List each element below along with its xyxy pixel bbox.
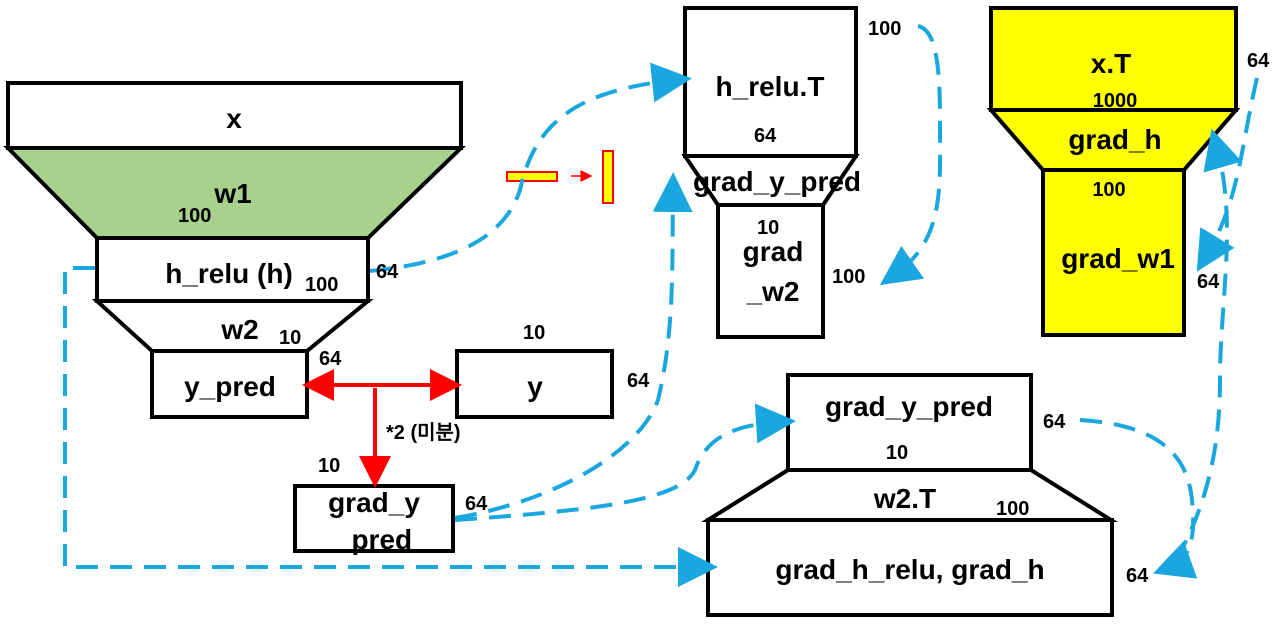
grad-w2-rows-dim: 100 bbox=[832, 266, 865, 288]
w2-T-cols-dim: 100 bbox=[996, 498, 1029, 520]
x-T-label: x.T bbox=[1091, 48, 1131, 79]
grad-w2-label-2: _w2 bbox=[746, 276, 800, 307]
x-T-cols-dim: 1000 bbox=[1093, 90, 1138, 112]
y-label: y bbox=[527, 371, 543, 402]
flow-h-relu-T-to-grad-w2 bbox=[879, 24, 943, 286]
transpose-icon bbox=[506, 150, 614, 204]
y-rows-dim: 64 bbox=[627, 370, 650, 392]
grad-left-cols-dim: 10 bbox=[318, 455, 340, 477]
grad-bottom-rows-dim: 64 bbox=[1043, 411, 1066, 433]
grad-h-relu-label: grad_h_relu, grad_h bbox=[775, 554, 1044, 585]
grad-h-relu-rows-dim: 64 bbox=[1126, 565, 1149, 587]
grad-w1-cols-dim: 100 bbox=[1092, 179, 1125, 201]
flow-h-relu-to-grad-h-relu bbox=[63, 266, 718, 587]
derivative-label: *2 (미분) bbox=[386, 421, 461, 444]
flow-grad-bottom-to-grad-h-relu bbox=[1079, 418, 1198, 579]
w1-label: w1 bbox=[213, 178, 251, 209]
grad-left-label-1: grad_y bbox=[328, 487, 420, 518]
h-relu-T-rows-dim: 100 bbox=[868, 18, 901, 40]
grad-top-label: grad_y_pred bbox=[693, 166, 861, 197]
grad-w1-box bbox=[1041, 168, 1186, 337]
flow-h-relu-to-h-relu-T bbox=[369, 62, 692, 273]
y-pred-label: y_pred bbox=[184, 371, 276, 402]
grad-w1-rows-dim: 64 bbox=[1197, 271, 1220, 293]
x-T-box bbox=[989, 6, 1238, 112]
grad-h-relu-box bbox=[706, 518, 1114, 617]
grad-bottom-label: grad_y_pred bbox=[825, 391, 993, 422]
x-box bbox=[6, 81, 463, 150]
grad-y-pred-bottom-box bbox=[786, 373, 1033, 472]
y-cols-dim: 10 bbox=[523, 322, 545, 344]
grad-w1-label: grad_w1 bbox=[1061, 243, 1175, 274]
h-relu-T-label: h_relu.T bbox=[716, 71, 825, 102]
w2-T-label: w2.T bbox=[873, 483, 936, 514]
grad-y-pred-left-box bbox=[293, 484, 455, 553]
w1-rows-dim: 100 bbox=[178, 205, 211, 227]
w2-label: w2 bbox=[220, 314, 258, 345]
h-relu-cols-dim: 100 bbox=[305, 274, 338, 296]
w2-rows-dim: 10 bbox=[279, 327, 301, 349]
grad-left-label-2: _pred bbox=[335, 524, 412, 555]
y-pred-rows-dim: 64 bbox=[319, 348, 342, 370]
x-T-rows-dim: 64 bbox=[1247, 50, 1270, 72]
grad-bottom-cols-dim: 10 bbox=[886, 442, 908, 464]
h-relu-label: h_relu (h) bbox=[165, 258, 293, 289]
grad-top-cols-dim: 10 bbox=[757, 217, 779, 239]
x-label: x bbox=[226, 103, 242, 134]
flow-grad-left-to-grad-top bbox=[454, 172, 693, 520]
flow-grad-h-relu-to-grad-h bbox=[1174, 128, 1242, 561]
h-relu-T-cols-dim: 64 bbox=[754, 125, 777, 147]
grad-w2-label-1: grad bbox=[743, 236, 804, 267]
h-relu-rows-dim: 64 bbox=[376, 261, 399, 283]
grad-left-rows-dim: 64 bbox=[465, 493, 488, 515]
grad-w2-box bbox=[716, 203, 825, 339]
grad-h-label: grad_h bbox=[1068, 124, 1161, 155]
